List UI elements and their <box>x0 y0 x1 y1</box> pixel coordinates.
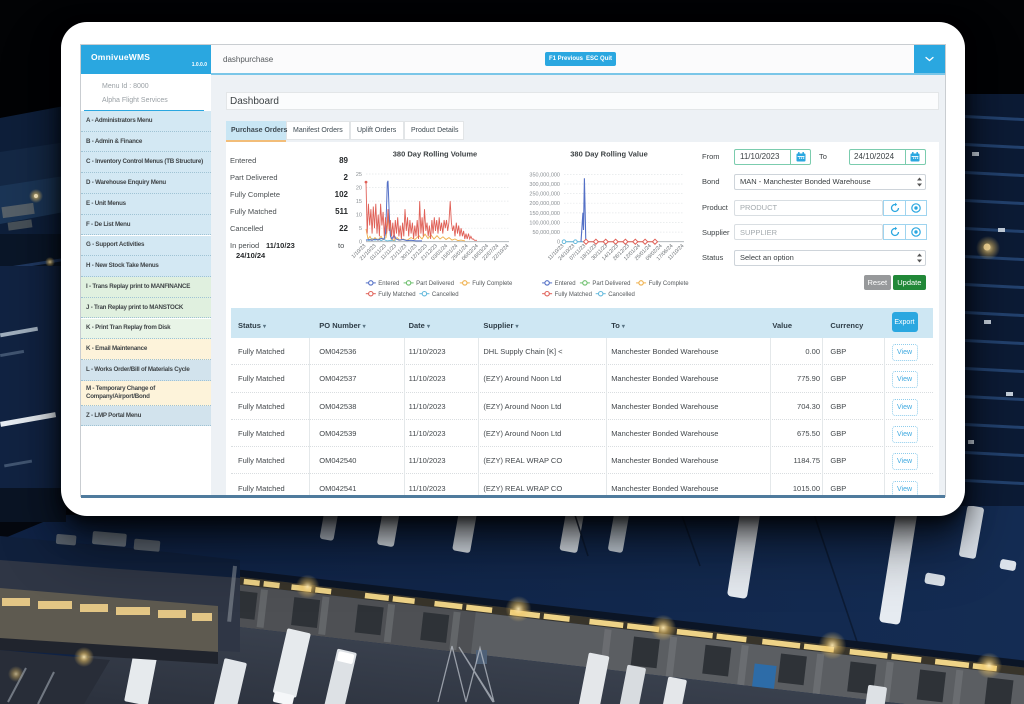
svg-text:380 Day Rolling Volume: 380 Day Rolling Volume <box>393 149 477 158</box>
svg-text:100,000,000: 100,000,000 <box>529 220 560 226</box>
svg-text:5: 5 <box>359 226 362 232</box>
svg-text:50,000,000: 50,000,000 <box>532 230 560 236</box>
svg-text:Cancelled: Cancelled <box>432 292 459 298</box>
svg-text:Cancelled: Cancelled <box>608 292 635 298</box>
svg-text:Fully Complete: Fully Complete <box>649 281 690 287</box>
svg-text:380 Day Rolling Value: 380 Day Rolling Value <box>570 149 648 158</box>
svg-text:0: 0 <box>557 239 560 245</box>
svg-text:Entered: Entered <box>378 281 399 287</box>
svg-text:150,000,000: 150,000,000 <box>529 211 560 217</box>
svg-text:10: 10 <box>356 212 362 218</box>
svg-text:0: 0 <box>359 239 362 245</box>
svg-text:Entered: Entered <box>555 281 576 287</box>
svg-text:Fully Matched: Fully Matched <box>555 292 592 298</box>
svg-text:200,000,000: 200,000,000 <box>529 201 560 207</box>
svg-text:250,000,000: 250,000,000 <box>529 191 560 197</box>
svg-text:15: 15 <box>356 199 362 205</box>
svg-text:Part Delivered: Part Delivered <box>592 281 630 287</box>
svg-text:25: 25 <box>356 172 362 178</box>
svg-text:Part Delivered: Part Delivered <box>416 281 454 287</box>
svg-text:20: 20 <box>356 185 362 191</box>
svg-text:Fully Matched: Fully Matched <box>378 292 415 298</box>
svg-text:350,000,000: 350,000,000 <box>529 172 560 178</box>
svg-text:Fully Complete: Fully Complete <box>472 281 513 287</box>
svg-text:300,000,000: 300,000,000 <box>529 182 560 188</box>
